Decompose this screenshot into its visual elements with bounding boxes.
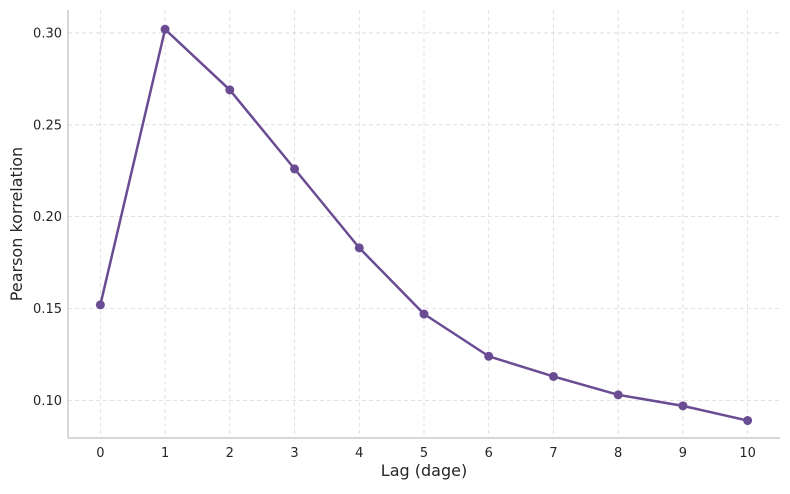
data-point bbox=[484, 351, 494, 361]
x-tick-labels: 0 1 2 3 4 5 6 7 8 9 10 bbox=[96, 446, 756, 461]
data-point bbox=[160, 24, 170, 34]
data-point bbox=[678, 401, 688, 411]
x-tick-label: 3 bbox=[290, 446, 298, 461]
x-tick-label: 4 bbox=[355, 446, 363, 461]
x-axis-label: Lag (dage) bbox=[381, 461, 467, 480]
y-tick-label: 0.10 bbox=[33, 394, 62, 409]
x-tick-label: 0 bbox=[96, 446, 104, 461]
data-point bbox=[613, 390, 623, 400]
x-tick-label: 8 bbox=[614, 446, 622, 461]
y-tick-label: 0.15 bbox=[33, 302, 62, 317]
x-tick-label: 6 bbox=[485, 446, 493, 461]
series bbox=[95, 24, 753, 426]
grid bbox=[68, 10, 780, 438]
x-tick-label: 1 bbox=[161, 446, 169, 461]
x-tick-label: 9 bbox=[679, 446, 687, 461]
y-tick-label: 0.30 bbox=[33, 26, 62, 41]
data-point bbox=[548, 371, 558, 381]
y-axis-label: Pearson korrelation bbox=[7, 147, 26, 301]
data-point bbox=[419, 309, 429, 319]
x-tick-label: 10 bbox=[739, 446, 756, 461]
y-tick-labels: 0.10 0.15 0.20 0.25 0.30 bbox=[33, 26, 62, 408]
y-tick-label: 0.20 bbox=[33, 210, 62, 225]
data-point bbox=[95, 300, 105, 310]
x-tick-label: 7 bbox=[549, 446, 557, 461]
axes bbox=[67, 10, 780, 439]
x-tick-label: 5 bbox=[420, 446, 428, 461]
y-tick-label: 0.25 bbox=[33, 118, 62, 133]
data-point bbox=[354, 243, 364, 253]
data-point bbox=[290, 164, 300, 174]
data-point bbox=[743, 416, 753, 426]
data-point bbox=[225, 85, 235, 95]
x-tick-label: 2 bbox=[226, 446, 234, 461]
